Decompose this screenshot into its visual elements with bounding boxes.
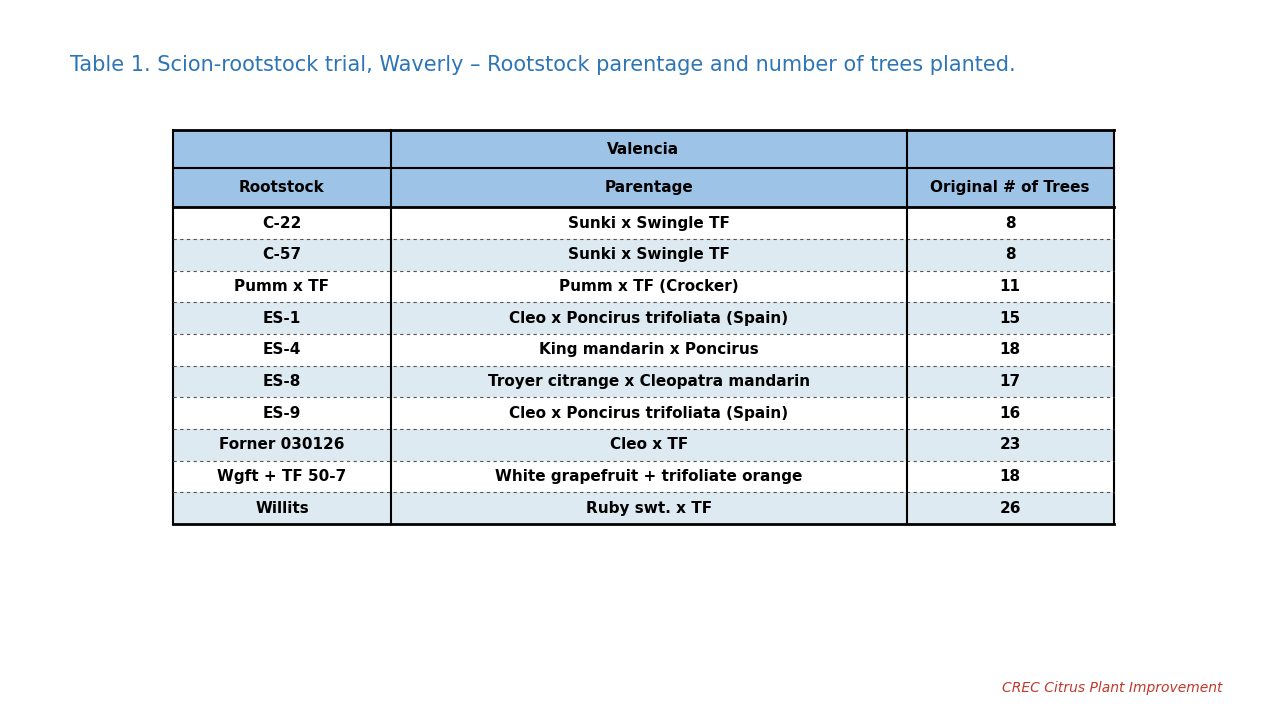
- Text: Willits: Willits: [255, 501, 308, 516]
- Text: Sunki x Swingle TF: Sunki x Swingle TF: [568, 248, 730, 262]
- Text: Pumm x TF: Pumm x TF: [234, 279, 329, 294]
- Text: Cleo x TF: Cleo x TF: [609, 438, 687, 452]
- Text: ES-4: ES-4: [262, 343, 301, 357]
- Text: White grapefruit + trifoliate orange: White grapefruit + trifoliate orange: [495, 469, 803, 484]
- Text: King mandarin x Poncirus: King mandarin x Poncirus: [539, 343, 759, 357]
- Text: 18: 18: [1000, 469, 1020, 484]
- Text: Pumm x TF (Crocker): Pumm x TF (Crocker): [559, 279, 739, 294]
- Text: Parentage: Parentage: [604, 181, 694, 195]
- Text: Rootstock: Rootstock: [239, 181, 325, 195]
- Text: Cleo x Poncirus trifoliata (Spain): Cleo x Poncirus trifoliata (Spain): [509, 311, 788, 325]
- Text: Cleo x Poncirus trifoliata (Spain): Cleo x Poncirus trifoliata (Spain): [509, 406, 788, 420]
- Text: C-57: C-57: [262, 248, 302, 262]
- Text: 15: 15: [1000, 311, 1020, 325]
- Text: 26: 26: [1000, 501, 1021, 516]
- Text: 18: 18: [1000, 343, 1020, 357]
- Text: ES-8: ES-8: [262, 374, 301, 389]
- Text: Forner 030126: Forner 030126: [219, 438, 344, 452]
- Text: 16: 16: [1000, 406, 1020, 420]
- Text: CREC Citrus Plant Improvement: CREC Citrus Plant Improvement: [1002, 681, 1222, 695]
- Text: 8: 8: [1005, 248, 1015, 262]
- Text: 23: 23: [1000, 438, 1020, 452]
- Text: Table 1. Scion-rootstock trial, Waverly – Rootstock parentage and number of tree: Table 1. Scion-rootstock trial, Waverly …: [70, 55, 1016, 75]
- Text: Troyer citrange x Cleopatra mandarin: Troyer citrange x Cleopatra mandarin: [488, 374, 810, 389]
- Text: C-22: C-22: [262, 216, 302, 230]
- Text: ES-1: ES-1: [262, 311, 301, 325]
- Text: 8: 8: [1005, 216, 1015, 230]
- Text: ES-9: ES-9: [262, 406, 301, 420]
- Text: Original # of Trees: Original # of Trees: [931, 181, 1089, 195]
- Text: Wgft + TF 50-7: Wgft + TF 50-7: [218, 469, 347, 484]
- Text: Sunki x Swingle TF: Sunki x Swingle TF: [568, 216, 730, 230]
- Text: Valencia: Valencia: [607, 142, 680, 156]
- Text: 11: 11: [1000, 279, 1020, 294]
- Text: Ruby swt. x TF: Ruby swt. x TF: [586, 501, 712, 516]
- Text: 17: 17: [1000, 374, 1020, 389]
